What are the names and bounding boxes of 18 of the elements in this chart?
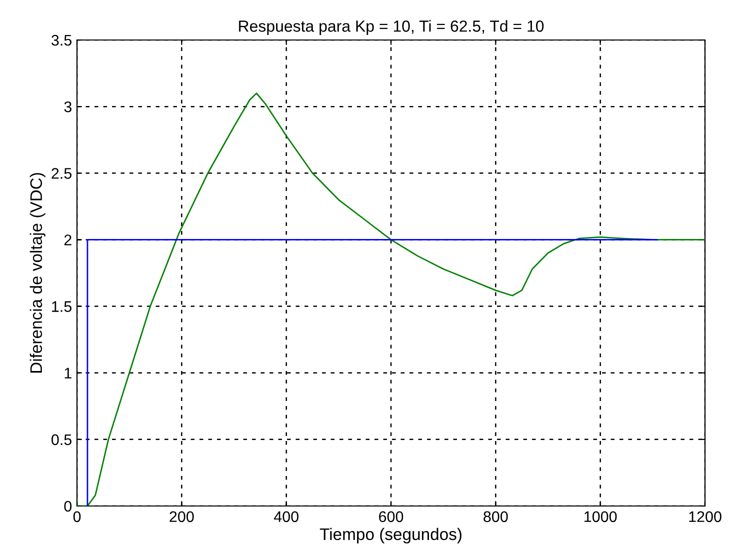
y-tick-label: 0 (64, 500, 72, 512)
y-axis-title: Diferencia de voltaje (VDC) (30, 173, 46, 373)
x-tick-label: 200 (170, 511, 194, 522)
x-tick-label: 800 (484, 511, 508, 522)
y-tick-label: 1.5 (52, 301, 72, 312)
y-tick-label: 0.5 (52, 434, 72, 446)
y-tick-label: 3.5 (51, 34, 72, 46)
x-axis-title: Tiempo (segundos) (320, 528, 462, 544)
chart-title: Respuesta para Kp = 10, Ti = 62.5, Td = 10 (239, 20, 544, 35)
y-tick-label: 1 (64, 368, 72, 378)
x-tick-label: 1200 (689, 511, 722, 522)
x-tick-label: 1000 (584, 511, 617, 522)
y-tick-label: 3 (64, 101, 72, 112)
x-tick-label: 0 (73, 511, 81, 522)
y-tick-label: 2.5 (52, 168, 72, 179)
y-tick-label: 2 (64, 234, 72, 246)
x-tick-label: 400 (274, 511, 298, 522)
x-tick-label: 600 (379, 511, 404, 522)
